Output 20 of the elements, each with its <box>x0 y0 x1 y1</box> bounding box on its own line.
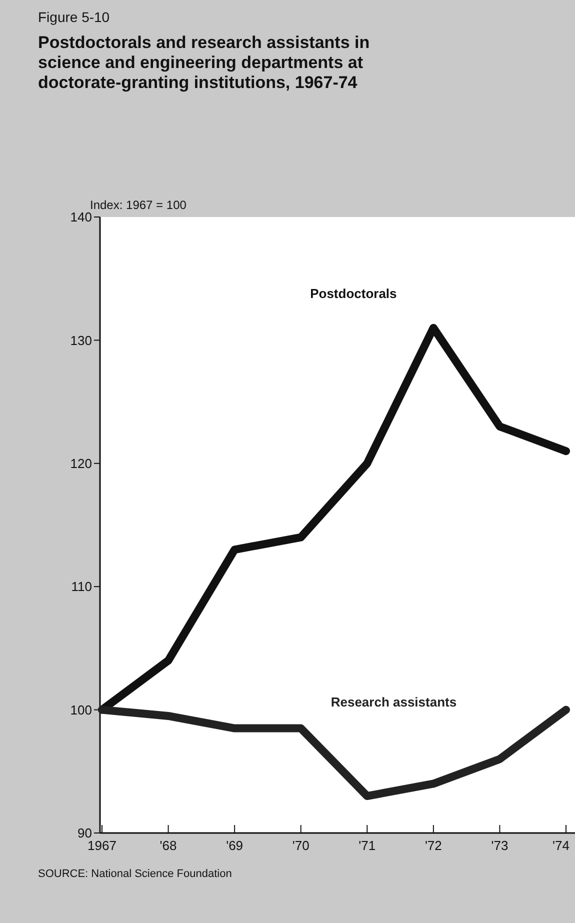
chart-title: Postdoctorals and research assistants in science and engineering departments at doctorate-granting institutions, 1967-74 <box>38 33 370 92</box>
source-note: SOURCE: National Science Foundation <box>38 868 232 880</box>
x-tick-label: '70 <box>292 838 310 853</box>
x-tick-label: '72 <box>424 838 442 853</box>
x-tick-label: '71 <box>358 838 376 853</box>
y-tick-label: 110 <box>71 579 92 594</box>
x-tick-label: '69 <box>226 838 244 853</box>
x-tick-label: 1967 <box>88 838 116 853</box>
caption: Figure 5-10 <box>38 9 110 25</box>
y-tick-label: 90 <box>78 826 92 841</box>
x-tick-label: '68 <box>160 838 177 853</box>
y-tick-label: 140 <box>70 210 92 225</box>
y-tick-label: 100 <box>70 702 92 718</box>
x-tick-label: '74 <box>552 838 570 853</box>
x-tick-label: '73 <box>491 838 508 853</box>
text: Research assistants <box>330 694 457 710</box>
y-tick-label: 120 <box>70 456 92 471</box>
y-tick-label: 130 <box>70 332 92 348</box>
y-axis-title: Index: 1967 = 100 <box>90 198 187 212</box>
text: Postdoctorals <box>310 286 397 301</box>
